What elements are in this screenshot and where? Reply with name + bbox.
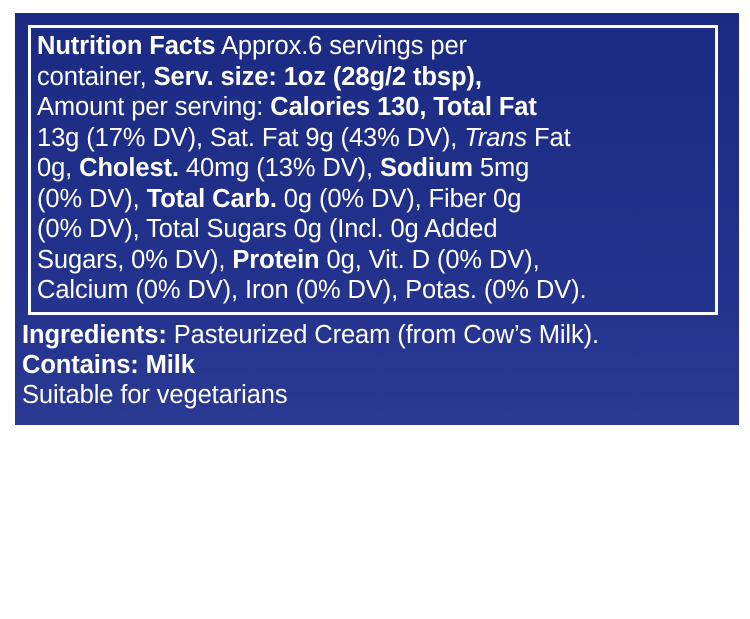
nutrition-text-segment: Total Carb. <box>146 184 277 213</box>
nutrition-label-panel: Nutrition Facts Approx.6 servings per con… <box>15 13 739 425</box>
nutrition-text-segment: Nutrition Facts <box>37 32 216 60</box>
ingredients-section: Ingredients: Pasteurized Cream (from Cow… <box>22 320 734 410</box>
nutrition-text-segment: 40mg (13% DV), <box>178 154 380 182</box>
nutrition-line: 0g, Cholest. 40mg (13% DV), Sodium 5mg <box>37 153 711 184</box>
nutrition-text-segment: Protein <box>232 245 320 274</box>
nutrition-text-segment: 0g (0% DV), Fiber 0g <box>276 184 522 213</box>
nutrition-facts-box: Nutrition Facts Approx.6 servings per con… <box>28 25 718 315</box>
nutrition-line: container, Serv. size: 1oz (28g/2 tbsp), <box>37 62 711 93</box>
nutrition-text-segment: Fat <box>527 123 571 152</box>
nutrition-text-segment: Sodium <box>380 154 473 182</box>
nutrition-text-segment: Approx.6 servings per <box>215 32 467 60</box>
vegetarian-note: Suitable for vegetarians <box>22 381 288 409</box>
contains-allergens: Contains: Milk <box>22 351 195 379</box>
nutrition-line: Sugars, 0% DV), Protein 0g, Vit. D (0% D… <box>37 245 711 276</box>
nutrition-line: Amount per serving: Calories 130, Total … <box>37 92 711 123</box>
ingredients-heading: Ingredients: <box>22 321 167 349</box>
nutrition-text-segment: Trans <box>464 123 528 152</box>
nutrition-line: (0% DV), Total Sugars 0g (Incl. 0g Added <box>37 214 711 245</box>
nutrition-text-segment: 13g (17% DV), Sat. Fat 9g (43% DV), <box>37 123 465 152</box>
nutrition-text-segment: (0% DV), <box>37 184 147 213</box>
ingredients-line: Ingredients: Pasteurized Cream (from Cow… <box>22 320 734 350</box>
nutrition-text-segment: Cholest. <box>79 154 179 182</box>
nutrition-text-segment: Amount per serving: <box>37 93 271 121</box>
nutrition-text-segment: Calcium (0% DV), Iron (0% DV), Potas. (0… <box>37 276 587 304</box>
nutrition-text-segment: (0% DV), Total Sugars 0g (Incl. 0g Added <box>37 215 498 243</box>
nutrition-text-segment: Sugars, 0% DV), <box>37 245 233 274</box>
nutrition-line: Calcium (0% DV), Iron (0% DV), Potas. (0… <box>37 275 711 306</box>
nutrition-text-segment: 0g, <box>37 154 80 182</box>
nutrition-text-segment: 5mg <box>472 154 530 182</box>
nutrition-text-segment: Serv. size: 1oz (28g/2 tbsp), <box>153 62 482 91</box>
nutrition-text-segment: 0g, Vit. D (0% DV), <box>319 245 540 274</box>
ingredients-text: Pasteurized Cream (from Cow’s Milk). <box>166 321 599 349</box>
nutrition-line: (0% DV), Total Carb. 0g (0% DV), Fiber 0… <box>37 184 711 215</box>
nutrition-line: Nutrition Facts Approx.6 servings per <box>37 31 711 62</box>
nutrition-line: 13g (17% DV), Sat. Fat 9g (43% DV), Tran… <box>37 123 711 154</box>
nutrition-text-segment: Calories 130, Total Fat <box>270 93 537 121</box>
nutrition-text-segment: container, <box>37 62 154 91</box>
